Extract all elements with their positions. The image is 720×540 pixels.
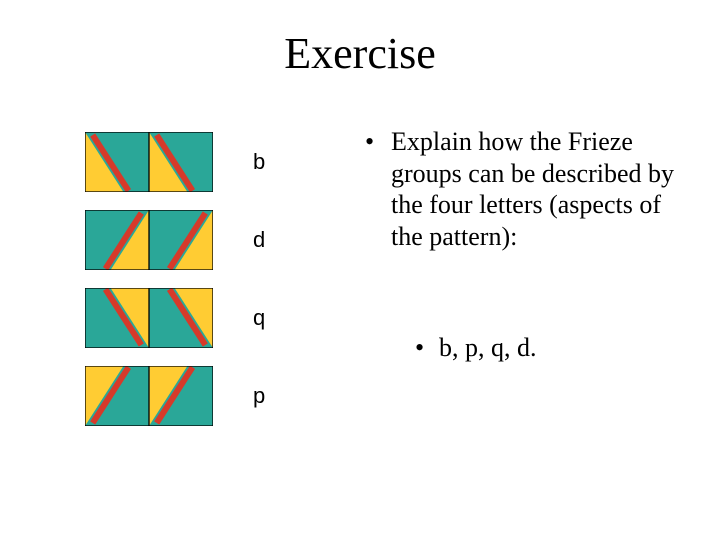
bullet-main-text: Explain how the Frieze groups can be des… xyxy=(391,126,695,253)
tile-svg xyxy=(85,210,213,270)
tile-column: b d q xyxy=(85,132,285,444)
tile-row: p xyxy=(85,366,285,426)
page-title: Exercise xyxy=(0,28,720,79)
tile-row: b xyxy=(85,132,285,192)
tile-label: p xyxy=(253,383,265,409)
bullet-main: • Explain how the Frieze groups can be d… xyxy=(365,126,695,253)
tile-svg xyxy=(85,366,213,426)
bullet-sub-text: b, p, q, d. xyxy=(439,333,537,363)
tile-label: q xyxy=(253,305,265,331)
tile-label: b xyxy=(253,149,265,175)
tile-row: q xyxy=(85,288,285,348)
bullet-sub-dot: • xyxy=(415,333,439,363)
tile-svg xyxy=(85,288,213,348)
bullet-sub: • b, p, q, d. xyxy=(415,333,695,363)
tile-svg xyxy=(85,132,213,192)
bullet-dot: • xyxy=(365,126,391,158)
explanation-column: • Explain how the Frieze groups can be d… xyxy=(365,126,695,363)
tile-row: d xyxy=(85,210,285,270)
tile-label: d xyxy=(253,227,265,253)
